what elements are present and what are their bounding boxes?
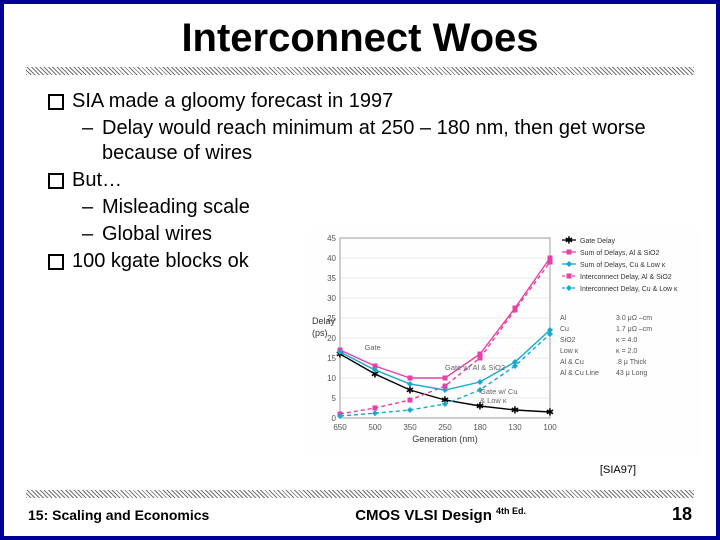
svg-text:30: 30 bbox=[327, 294, 336, 303]
footer-book: CMOS VLSI Design bbox=[355, 507, 492, 524]
svg-text:100: 100 bbox=[543, 423, 557, 432]
svg-text:κ = 4.0: κ = 4.0 bbox=[616, 337, 637, 344]
svg-text:5: 5 bbox=[332, 394, 337, 403]
svg-text:& Low κ: & Low κ bbox=[480, 396, 507, 405]
svg-text:SiO2: SiO2 bbox=[560, 337, 576, 344]
svg-text:0: 0 bbox=[332, 414, 337, 423]
citation: [SIA97] bbox=[600, 464, 636, 476]
chart-svg: 051015202530354045650500350250180130100D… bbox=[306, 230, 700, 456]
svg-text:3.0 μΩ –cm: 3.0 μΩ –cm bbox=[616, 315, 652, 322]
svg-text:Sum of Delays, Cu & Low κ: Sum of Delays, Cu & Low κ bbox=[580, 262, 666, 269]
svg-text:✱: ✱ bbox=[546, 408, 554, 419]
bullet-2-text: But… bbox=[72, 169, 122, 191]
footer-edition: 4th Ed. bbox=[496, 506, 526, 516]
svg-text:Sum of Delays, Al & SiO2: Sum of Delays, Al & SiO2 bbox=[580, 250, 659, 257]
svg-text:40: 40 bbox=[327, 254, 336, 263]
svg-text:43 μ Long: 43 μ Long bbox=[616, 370, 647, 377]
svg-text:Interconnect Delay, Al & SiO2: Interconnect Delay, Al & SiO2 bbox=[580, 274, 672, 281]
svg-text:Cu: Cu bbox=[560, 326, 569, 333]
svg-text:Al: Al bbox=[560, 315, 567, 322]
svg-text:Al & Cu Line: Al & Cu Line bbox=[560, 370, 599, 377]
footer-divider bbox=[26, 490, 694, 498]
bullet-1-text: SIA made a gloomy forecast in 1997 bbox=[72, 90, 393, 112]
svg-text:650: 650 bbox=[333, 423, 347, 432]
svg-text:✱: ✱ bbox=[406, 386, 414, 397]
svg-text:Low κ: Low κ bbox=[560, 348, 579, 355]
svg-text:✱: ✱ bbox=[511, 406, 519, 417]
svg-text:45: 45 bbox=[327, 234, 336, 243]
svg-text:Gate w/ Al & SiO2: Gate w/ Al & SiO2 bbox=[445, 363, 505, 372]
svg-text:500: 500 bbox=[368, 423, 382, 432]
svg-text:Delay: Delay bbox=[312, 316, 336, 326]
footer: 15: Scaling and Economics CMOS VLSI Desi… bbox=[4, 490, 716, 536]
svg-text:Gate Delay: Gate Delay bbox=[580, 238, 616, 245]
bullet-1: SIA made a gloomy forecast in 1997 bbox=[48, 89, 692, 114]
svg-text:Interconnect Delay, Cu & Low κ: Interconnect Delay, Cu & Low κ bbox=[580, 286, 678, 293]
svg-text:✱: ✱ bbox=[565, 236, 573, 247]
title-divider bbox=[26, 67, 694, 75]
footer-center: CMOS VLSI Design 4th Ed. bbox=[355, 506, 526, 524]
svg-text:130: 130 bbox=[508, 423, 522, 432]
delay-chart: 051015202530354045650500350250180130100D… bbox=[306, 230, 700, 456]
svg-text:35: 35 bbox=[327, 274, 336, 283]
bullet-2: But… bbox=[48, 168, 692, 193]
svg-text:(ps): (ps) bbox=[312, 328, 328, 338]
footer-left: 15: Scaling and Economics bbox=[28, 507, 209, 523]
page-number: 18 bbox=[672, 504, 692, 525]
svg-text:20: 20 bbox=[327, 334, 336, 343]
slide-title: Interconnect Woes bbox=[4, 16, 716, 61]
svg-text:180: 180 bbox=[473, 423, 487, 432]
svg-text:κ = 2.0: κ = 2.0 bbox=[616, 348, 637, 355]
svg-text:10: 10 bbox=[327, 374, 336, 383]
svg-text:250: 250 bbox=[438, 423, 452, 432]
svg-text:Al & Cu: Al & Cu bbox=[560, 359, 584, 366]
svg-text:1.7 μΩ –cm: 1.7 μΩ –cm bbox=[616, 326, 652, 333]
svg-text:.8 μ Thick: .8 μ Thick bbox=[616, 359, 647, 366]
bullet-2a: Misleading scale bbox=[48, 195, 692, 220]
svg-text:Generation (nm): Generation (nm) bbox=[412, 434, 478, 444]
svg-text:350: 350 bbox=[403, 423, 417, 432]
slide: Interconnect Woes SIA made a gloomy fore… bbox=[0, 0, 720, 540]
svg-text:Gate: Gate bbox=[365, 343, 381, 352]
svg-text:Gate w/ Cu: Gate w/ Cu bbox=[480, 387, 518, 396]
bullet-3-text: 100 kgate blocks ok bbox=[72, 250, 249, 272]
bullet-1a: Delay would reach minimum at 250 – 180 n… bbox=[48, 116, 692, 166]
